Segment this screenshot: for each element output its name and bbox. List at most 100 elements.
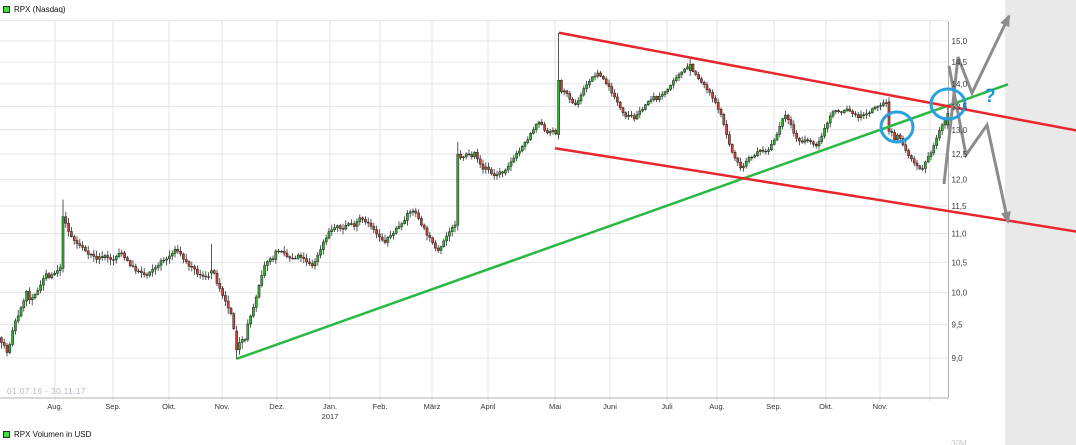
candle-body <box>210 270 213 274</box>
trendline-support-green <box>236 83 1009 360</box>
candle-body <box>809 140 812 143</box>
candle-body <box>926 156 930 163</box>
candle-body <box>397 226 401 229</box>
candle-body <box>576 100 580 105</box>
candle-body <box>70 231 73 237</box>
question-mark-annotation: ? <box>984 86 996 107</box>
candle-body <box>764 150 768 153</box>
candle-body <box>92 253 96 257</box>
candle-body <box>439 246 443 251</box>
candle-body <box>0 337 3 343</box>
candle-body <box>750 156 754 159</box>
candle-body <box>599 72 602 77</box>
y-axis-labels: 15,0 14,5 14,0 13,5 13,0 12,5 12,0 11,5 11,0 10,5… <box>952 37 968 363</box>
candle-body <box>551 130 555 132</box>
candle-body <box>705 84 709 90</box>
candle-body <box>347 223 350 226</box>
candle-body <box>5 345 9 353</box>
candle-body <box>515 153 518 159</box>
x-axis-month-label: Sep. <box>105 402 120 411</box>
candle-body <box>254 296 258 308</box>
candle-body <box>481 163 485 170</box>
candle-body <box>778 125 782 135</box>
candle-body <box>428 235 432 238</box>
volume-legend: RPX Volumen in USD <box>3 430 91 439</box>
y-axis-tick-label: 10,5 <box>952 258 968 267</box>
candle-body <box>302 256 306 259</box>
candle-body <box>532 129 535 134</box>
candle-body <box>436 247 440 251</box>
candle-body <box>700 78 703 83</box>
candle-body <box>767 149 770 152</box>
candle-body <box>263 265 266 276</box>
candle-body <box>459 153 462 159</box>
candle-body <box>882 102 885 106</box>
candle-body <box>229 307 233 314</box>
candle-body <box>856 114 860 119</box>
candle-body <box>123 252 126 258</box>
candle-body <box>282 250 286 254</box>
candle-body <box>187 261 191 267</box>
candle-body <box>215 272 219 284</box>
candle-body <box>478 158 482 165</box>
candle-body <box>512 157 516 163</box>
candle-body <box>131 265 135 267</box>
volume-legend-swatch-icon <box>3 431 10 438</box>
candle-body <box>887 101 891 132</box>
candle-body <box>588 81 591 86</box>
x-axis-month-label: Dez. <box>269 402 284 411</box>
candle-body <box>456 153 460 226</box>
candle-body <box>649 99 653 102</box>
candle-body <box>526 139 530 143</box>
candle-body <box>820 135 824 142</box>
y-axis-tick-label: 12,0 <box>952 175 968 184</box>
x-axis-month-label: Aug. <box>709 402 724 411</box>
candle-body <box>574 102 577 105</box>
candle-body <box>72 236 76 241</box>
candle-body <box>420 218 423 226</box>
candle-body <box>548 131 552 134</box>
candle-body <box>36 290 40 295</box>
candle-body <box>53 273 56 276</box>
x-axis-month-label: Feb. <box>372 402 387 411</box>
candle-body <box>319 249 322 256</box>
candle-body <box>193 266 196 270</box>
candle-body <box>358 217 362 222</box>
candle-body <box>280 250 283 253</box>
candle-body <box>789 119 793 125</box>
highlight-circles <box>879 87 967 144</box>
candle-body <box>235 330 238 351</box>
candle-body <box>403 220 406 224</box>
candle-body <box>322 241 325 250</box>
candle-body <box>389 235 392 238</box>
candle-body <box>89 253 93 256</box>
candle-body <box>165 258 168 261</box>
candle-body <box>554 130 558 135</box>
candle-body <box>898 134 902 139</box>
candle-body <box>442 240 446 247</box>
x-axis-year-label: 2017 <box>322 412 339 421</box>
candle-body <box>756 151 759 156</box>
candle-body <box>8 344 12 353</box>
candle-body <box>826 122 829 129</box>
candle-body <box>814 144 818 147</box>
x-axis-labels: Aug. Sep. Okt. Nov. Dez. Jan.2017 Feb. März Apri… <box>47 402 887 421</box>
candle-body <box>182 253 185 260</box>
candle-body <box>834 110 838 113</box>
candle-body <box>602 76 605 80</box>
candle-body <box>207 276 210 278</box>
scenario-arrow-down <box>947 65 1011 224</box>
candle-body <box>621 107 625 113</box>
gridlines <box>0 20 948 401</box>
candle-body <box>912 158 916 164</box>
candle-body <box>330 229 334 232</box>
candle-body <box>627 114 630 117</box>
candle-body <box>806 139 810 141</box>
candle-body <box>75 240 79 244</box>
candle-body <box>924 161 927 169</box>
candle-body <box>691 63 695 72</box>
candle-body <box>232 313 236 329</box>
candle-body <box>487 166 490 170</box>
highlight-circle <box>879 110 915 144</box>
